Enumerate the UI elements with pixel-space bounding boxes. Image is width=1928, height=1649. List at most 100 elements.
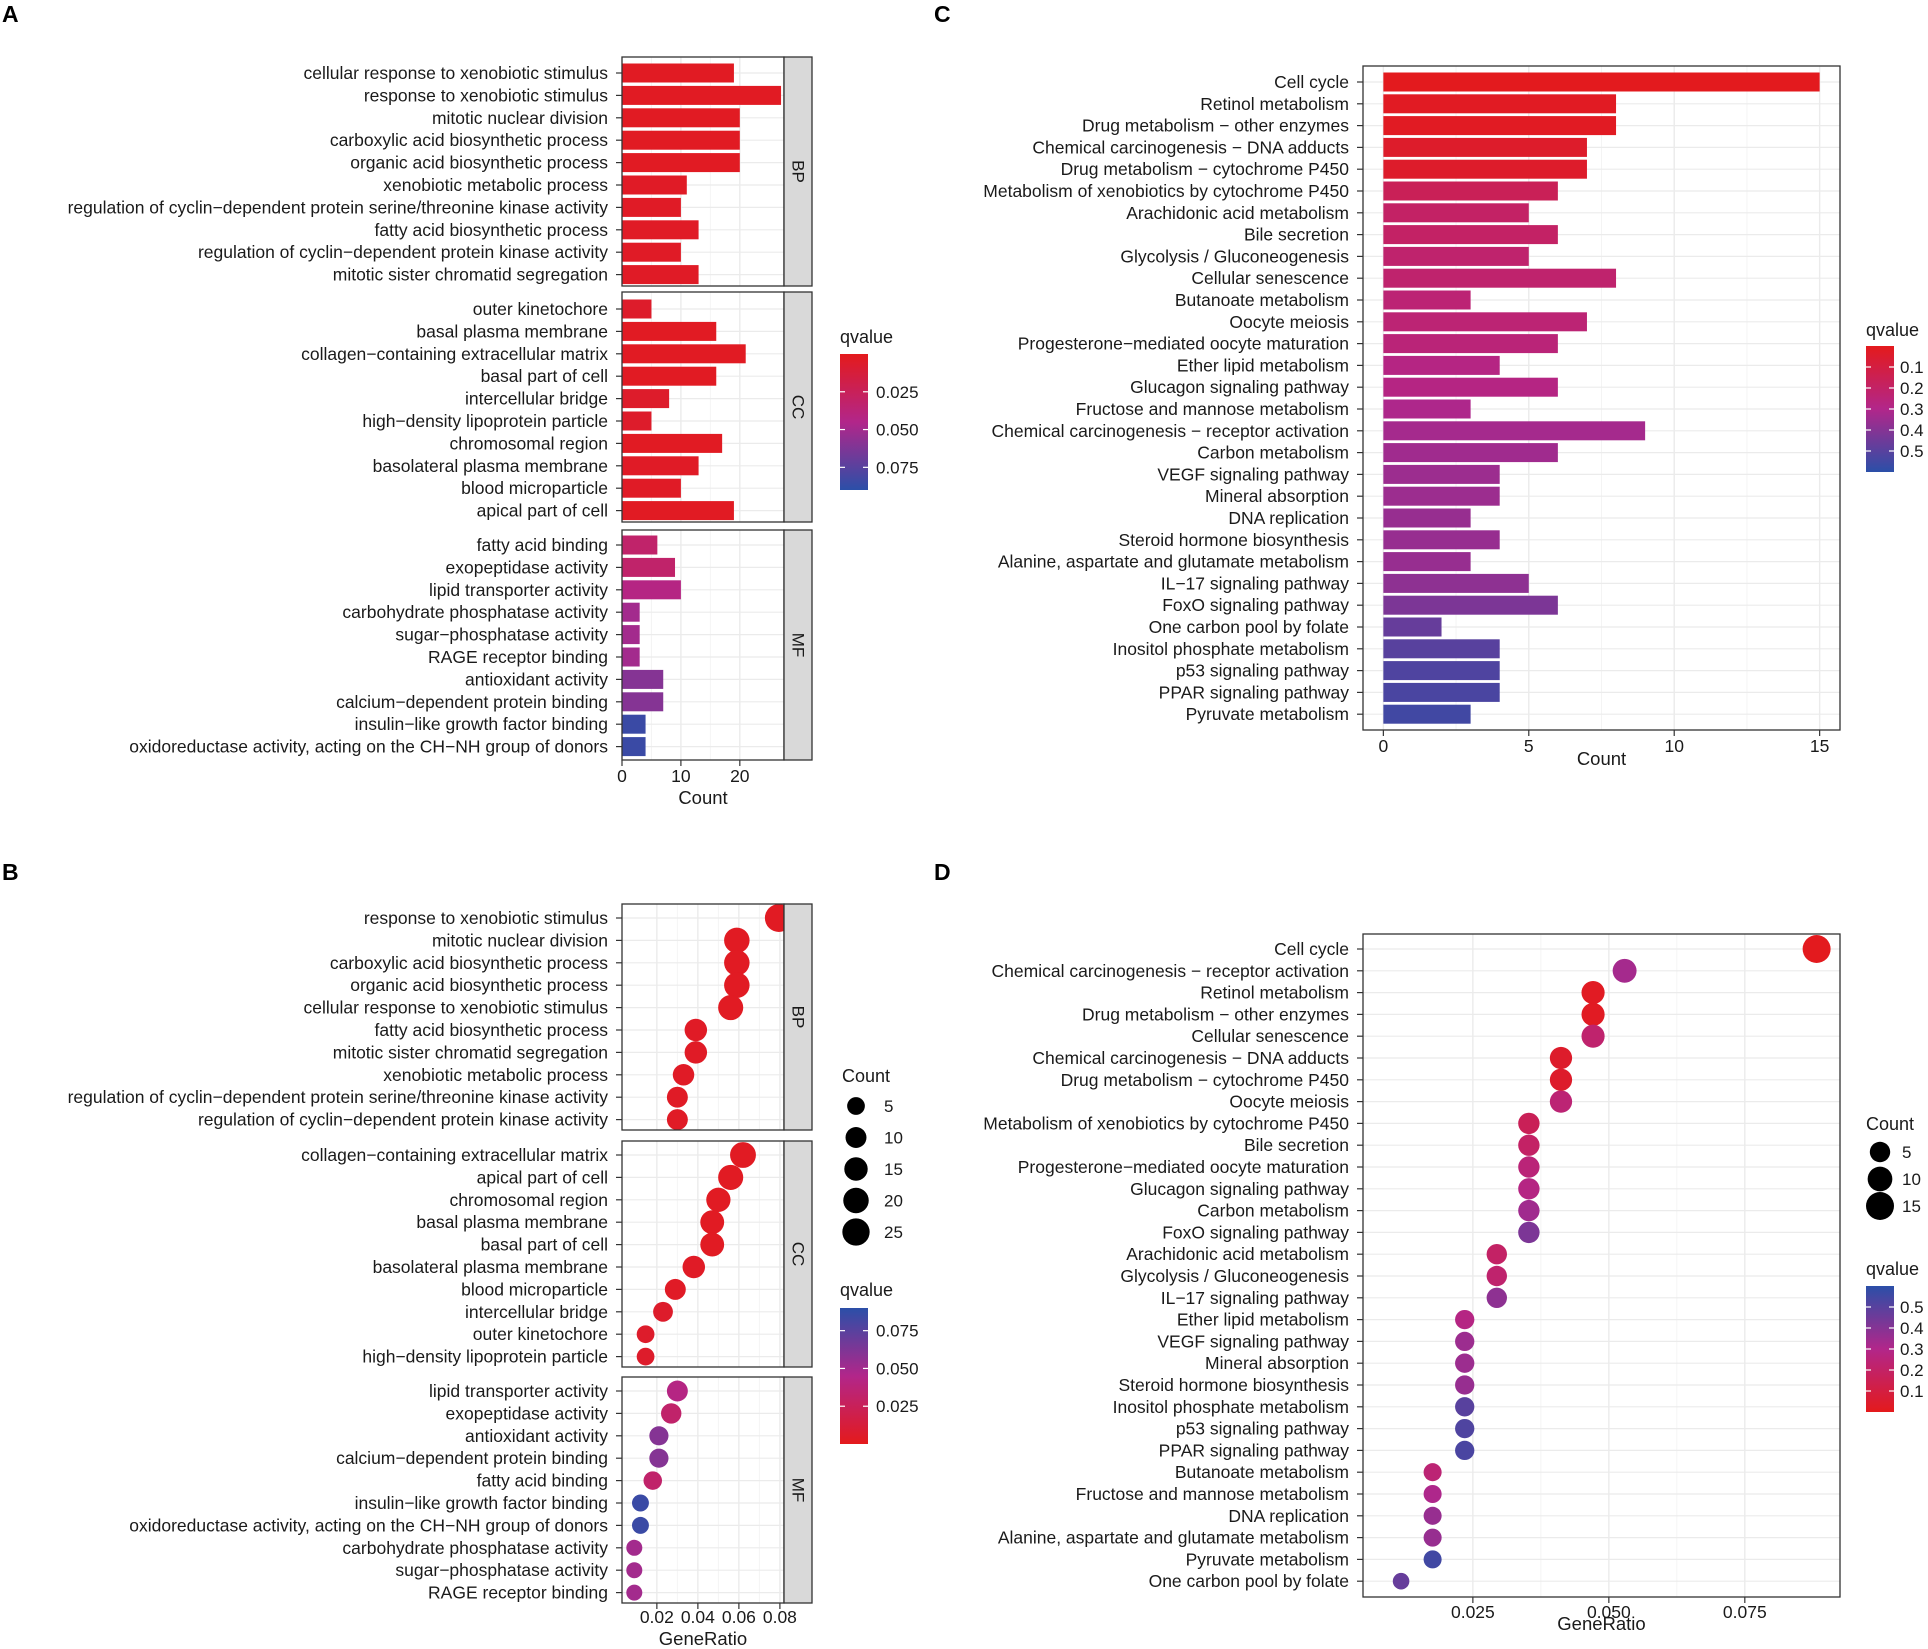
facet-strip xyxy=(783,291,813,523)
category-label: calcium−dependent protein binding xyxy=(336,692,608,712)
category-label: fatty acid biosynthetic process xyxy=(375,220,609,240)
bar xyxy=(622,557,676,577)
colorbar-tick-label: 0.025 xyxy=(876,1397,919,1416)
size-legend-label: 20 xyxy=(884,1192,903,1211)
category-label: xenobiotic metabolic process xyxy=(383,175,608,195)
category-label: lipid transporter activity xyxy=(429,580,608,600)
bar xyxy=(622,411,652,431)
category-label: RAGE receptor binding xyxy=(428,647,608,667)
category-label: Ether lipid metabolism xyxy=(1177,355,1349,375)
bar xyxy=(1383,246,1529,266)
size-legend-label: 5 xyxy=(884,1097,893,1116)
bar xyxy=(1383,334,1558,354)
category-label: p53 signaling pathway xyxy=(1176,1419,1349,1439)
size-legend-title: Count xyxy=(1866,1114,1914,1134)
bar xyxy=(1383,639,1500,659)
dot xyxy=(1423,1463,1442,1482)
size-legend-dot xyxy=(843,1187,869,1214)
category-label: Bile secretion xyxy=(1244,225,1349,245)
category-label: antioxidant activity xyxy=(465,1426,608,1446)
dot xyxy=(649,1426,669,1446)
colorbar-tick-label: 0.5 xyxy=(1900,1298,1924,1317)
bar xyxy=(1383,617,1442,637)
facet-strip xyxy=(783,1376,813,1604)
colorbar-tick-label: 0.3 xyxy=(1900,400,1924,419)
category-label: Steroid hormone biosynthesis xyxy=(1118,530,1349,550)
bar xyxy=(1383,312,1587,332)
category-label: blood microparticle xyxy=(461,1279,608,1299)
category-label: One carbon pool by folate xyxy=(1149,1571,1349,1591)
panel-label-d: D xyxy=(934,859,951,885)
category-label: Carbon metabolism xyxy=(1197,443,1349,463)
category-label: regulation of cyclin−dependent protein s… xyxy=(68,1087,609,1107)
facet-label: BP xyxy=(789,1006,808,1029)
bar xyxy=(1383,94,1617,114)
bar xyxy=(622,242,681,262)
category-label: Arachidonic acid metabolism xyxy=(1126,1244,1349,1264)
dot xyxy=(631,1516,649,1534)
colorbar-tick-label: 0.050 xyxy=(876,1359,919,1378)
x-tick-label: 0.025 xyxy=(1451,1602,1495,1622)
category-label: basal part of cell xyxy=(481,366,608,386)
size-legend-title: Count xyxy=(842,1066,890,1086)
category-label: exopeptidase activity xyxy=(446,1403,609,1423)
colorbar-tick-label: 0.075 xyxy=(876,458,919,477)
category-label: Alanine, aspartate and glutamate metabol… xyxy=(998,552,1349,572)
dot xyxy=(626,1539,643,1556)
category-label: Chemical carcinogenesis − receptor activ… xyxy=(992,421,1349,441)
x-tick-label: 0.04 xyxy=(681,1607,715,1627)
colorbar-tick-label: 0.050 xyxy=(876,421,919,440)
bar xyxy=(1383,181,1558,201)
bar xyxy=(622,299,652,319)
dot xyxy=(636,1325,655,1344)
size-legend-label: 15 xyxy=(1902,1197,1921,1216)
dot xyxy=(1486,1287,1507,1308)
facet-label: CC xyxy=(789,1242,808,1267)
bar xyxy=(622,220,699,240)
category-label: Oocyte meiosis xyxy=(1229,312,1349,332)
bar xyxy=(1383,203,1529,223)
category-label: mitotic sister chromatid segregation xyxy=(333,1042,608,1062)
dot xyxy=(1612,958,1637,983)
bar xyxy=(1383,595,1558,615)
category-label: blood microparticle xyxy=(461,478,608,498)
dot xyxy=(649,1448,669,1468)
qvalue-legend-title: qvalue xyxy=(840,1280,893,1300)
category-label: IL−17 signaling pathway xyxy=(1161,1288,1350,1308)
size-legend-label: 25 xyxy=(884,1223,903,1242)
dot xyxy=(1549,1090,1573,1113)
category-label: Retinol metabolism xyxy=(1200,94,1349,114)
x-axis-title: GeneRatio xyxy=(659,1628,747,1649)
bar xyxy=(1383,661,1500,681)
category-label: Mineral absorption xyxy=(1205,486,1349,506)
category-label: Retinol metabolism xyxy=(1200,983,1349,1003)
x-tick-label: 0 xyxy=(1378,736,1388,756)
bar xyxy=(1383,464,1500,484)
bar xyxy=(622,478,681,498)
x-tick-label: 10 xyxy=(1664,736,1684,756)
category-label: Progesterone−mediated oocyte maturation xyxy=(1018,1157,1349,1177)
bar xyxy=(622,63,734,83)
category-label: RAGE receptor binding xyxy=(428,1583,608,1603)
category-label: FoxO signaling pathway xyxy=(1162,1222,1349,1242)
category-label: xenobiotic metabolic process xyxy=(383,1065,608,1085)
bar xyxy=(1383,552,1471,572)
dot xyxy=(1581,981,1605,1005)
panel-label-a: A xyxy=(2,1,19,27)
colorbar-tick-label: 0.025 xyxy=(876,383,919,402)
bar xyxy=(622,389,670,409)
category-label: response to xenobiotic stimulus xyxy=(364,85,608,105)
qvalue-colorbar xyxy=(840,354,868,490)
size-legend-dot xyxy=(1866,1192,1894,1220)
category-label: Metabolism of xenobiotics by cytochrome … xyxy=(983,1113,1349,1133)
dot xyxy=(631,1494,649,1512)
category-label: carboxylic acid biosynthetic process xyxy=(330,953,608,973)
category-label: carboxylic acid biosynthetic process xyxy=(330,130,608,150)
bar xyxy=(622,714,646,734)
category-label: Drug metabolism − other enzymes xyxy=(1082,116,1349,136)
dot xyxy=(1549,1046,1573,1070)
category-label: Progesterone−mediated oocyte maturation xyxy=(1018,334,1349,354)
category-label: Ether lipid metabolism xyxy=(1177,1310,1349,1330)
bar xyxy=(622,130,740,150)
